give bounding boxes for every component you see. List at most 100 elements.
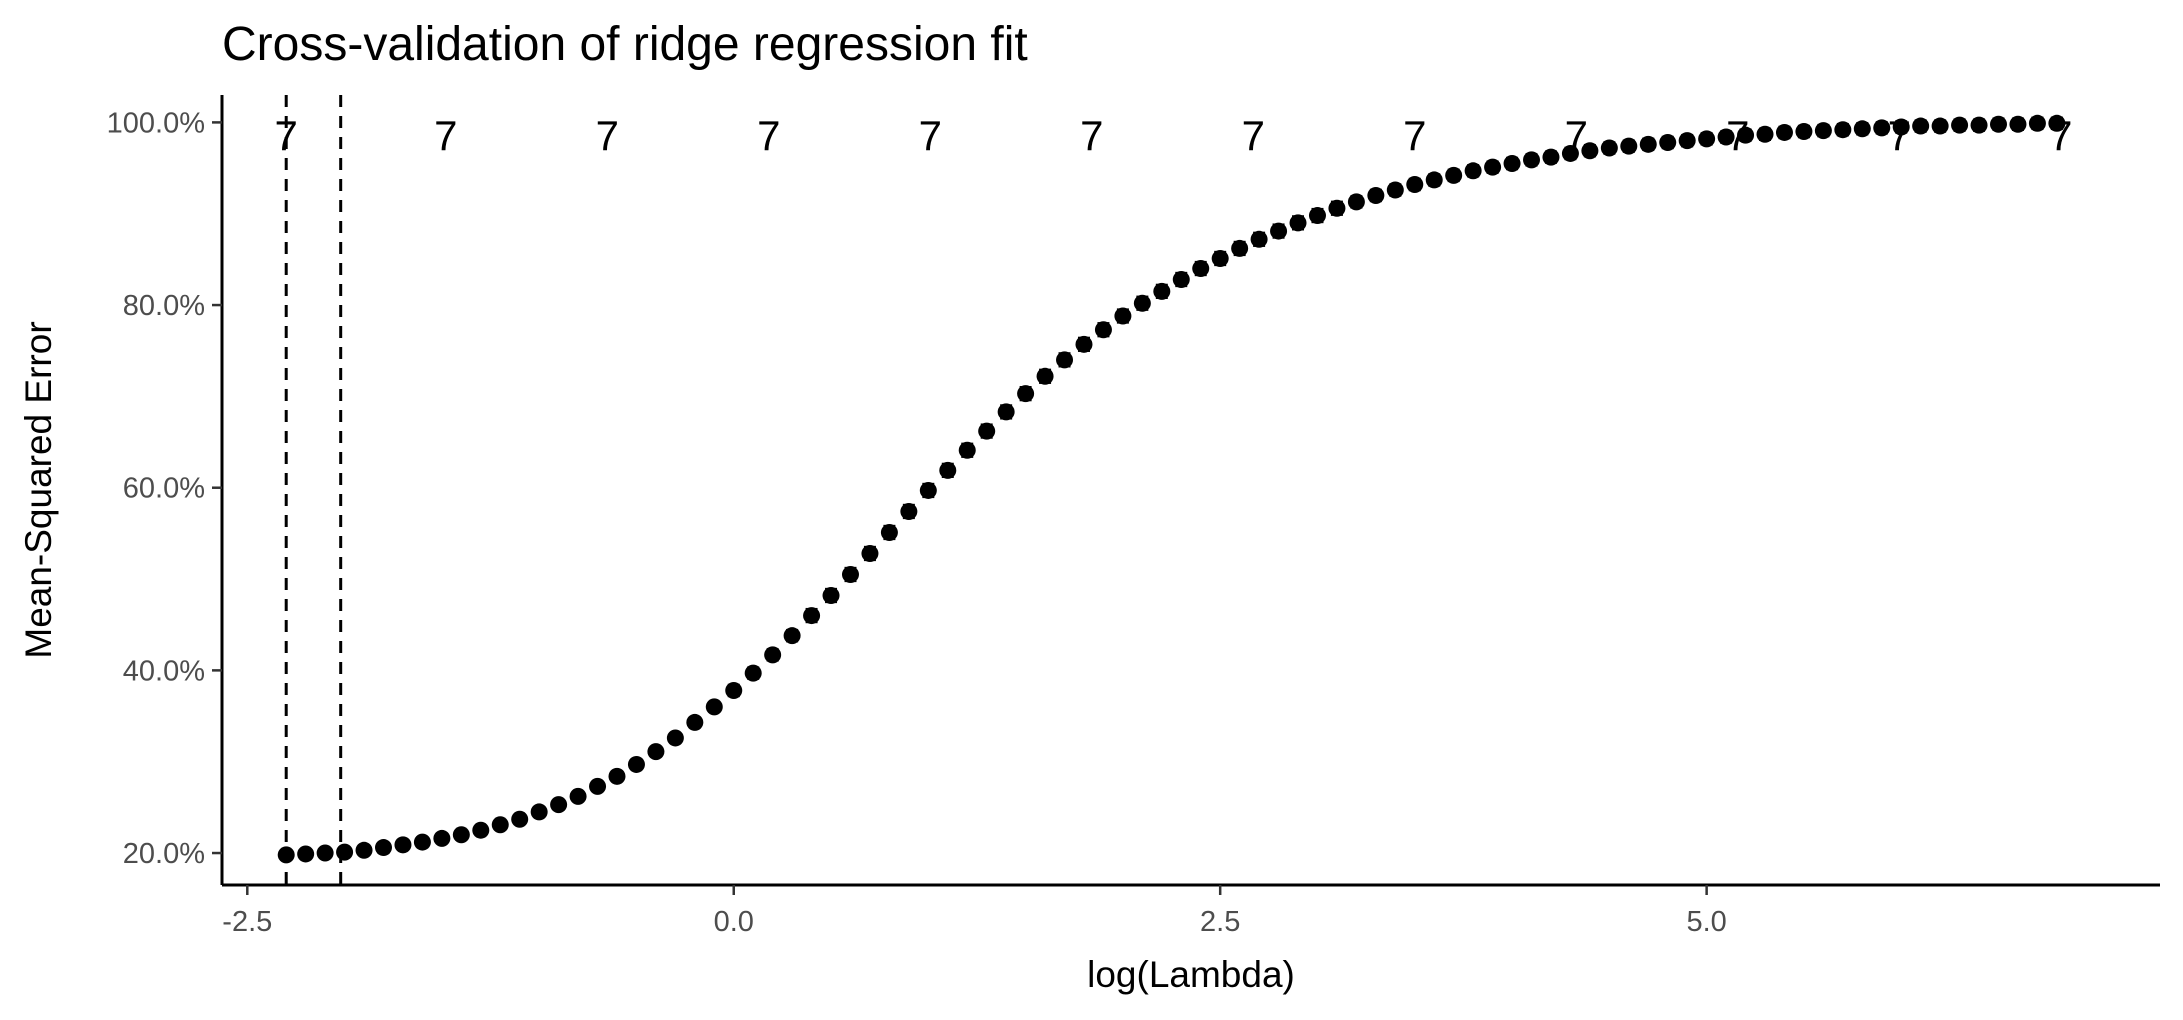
data-point xyxy=(1231,239,1249,257)
x-tick-label: 5.0 xyxy=(1686,906,1726,938)
x-tick-label: 2.5 xyxy=(1200,906,1240,938)
data-point xyxy=(1075,335,1093,353)
top-count-label: 7 xyxy=(1080,112,1103,159)
data-point xyxy=(958,441,976,459)
top-count-label: 7 xyxy=(1565,112,1588,159)
data-point xyxy=(666,729,684,747)
data-point xyxy=(939,461,957,479)
data-point xyxy=(1970,116,1988,134)
top-count-label: 7 xyxy=(919,112,942,159)
x-axis-title: log(Lambda) xyxy=(1087,954,1295,995)
data-point xyxy=(1056,351,1074,369)
data-point xyxy=(1581,142,1599,160)
data-points xyxy=(277,114,2066,864)
reference-lines xyxy=(284,95,343,885)
y-tick-label: 60.0% xyxy=(123,473,205,505)
data-point xyxy=(919,481,937,499)
data-point xyxy=(1873,119,1891,137)
top-count-label: 7 xyxy=(1403,112,1426,159)
data-point xyxy=(1445,166,1463,184)
top-count-label: 7 xyxy=(275,112,298,159)
data-point xyxy=(841,565,859,583)
data-point xyxy=(1853,120,1871,138)
data-point xyxy=(277,846,295,864)
x-tick-label: -2.5 xyxy=(222,906,272,938)
data-point xyxy=(686,713,704,731)
x-tick-label: 0.0 xyxy=(714,906,754,938)
data-point xyxy=(589,777,607,795)
chart-title: Cross-validation of ridge regression fit xyxy=(222,18,1028,71)
data-point xyxy=(822,586,840,604)
data-point xyxy=(744,664,762,682)
x-axis-ticks: -2.5 0.0 2.5 5.0 xyxy=(222,885,1727,938)
data-point xyxy=(375,839,392,857)
data-point xyxy=(433,829,451,847)
data-point xyxy=(316,844,334,862)
data-point xyxy=(861,544,879,562)
data-point xyxy=(297,845,315,863)
data-point xyxy=(511,810,529,828)
data-point xyxy=(705,698,723,716)
data-point xyxy=(1308,207,1326,225)
data-point xyxy=(2028,114,2046,132)
y-tick-label: 80.0% xyxy=(123,290,205,322)
data-point xyxy=(2048,114,2066,132)
data-point xyxy=(550,796,568,814)
y-tick-label: 20.0% xyxy=(123,838,205,870)
top-count-label: 7 xyxy=(1726,112,1749,159)
data-point xyxy=(1367,186,1385,204)
top-count-label: 7 xyxy=(757,112,780,159)
data-point xyxy=(1795,123,1813,141)
data-point xyxy=(1503,154,1521,172)
data-point xyxy=(900,502,918,520)
data-point xyxy=(880,523,898,541)
data-point xyxy=(491,816,509,834)
data-point xyxy=(336,843,354,861)
y-tick-label: 40.0% xyxy=(123,655,205,687)
top-count-label: 7 xyxy=(1242,112,1265,159)
data-point xyxy=(1172,270,1190,288)
data-point xyxy=(1425,171,1443,189)
data-point xyxy=(1931,117,1949,135)
data-point xyxy=(1698,130,1716,148)
data-point xyxy=(783,627,801,645)
data-point xyxy=(647,743,665,761)
top-count-label: 7 xyxy=(434,112,457,159)
data-point xyxy=(1250,230,1268,248)
data-point xyxy=(608,767,626,785)
y-axis-ticks: 20.0% 40.0% 60.0% 80.0% 100.0% xyxy=(107,107,222,870)
data-point xyxy=(1464,162,1482,180)
data-point xyxy=(1737,126,1755,144)
data-point xyxy=(413,833,431,851)
data-point xyxy=(1484,158,1502,176)
data-point xyxy=(1211,249,1229,267)
data-point xyxy=(997,403,1015,421)
data-point xyxy=(1328,199,1346,217)
error-bars xyxy=(280,116,2063,860)
data-point xyxy=(1036,367,1054,385)
data-point xyxy=(1017,385,1035,403)
top-count-label: 7 xyxy=(1888,112,1911,159)
data-point xyxy=(1951,116,1969,134)
data-point xyxy=(1270,222,1288,240)
data-point xyxy=(1990,115,2007,133)
data-point xyxy=(1289,214,1307,232)
data-point xyxy=(1834,121,1852,139)
data-point xyxy=(452,826,470,844)
data-point xyxy=(1814,122,1832,140)
data-point xyxy=(1912,117,1930,135)
data-point xyxy=(1639,135,1657,153)
data-point xyxy=(1717,128,1735,146)
data-point xyxy=(725,681,743,699)
data-point xyxy=(1542,148,1560,166)
data-point xyxy=(1600,139,1618,157)
data-point xyxy=(1133,294,1151,312)
data-point xyxy=(1406,176,1424,194)
y-tick-label: 100.0% xyxy=(107,107,205,139)
data-point xyxy=(355,841,373,859)
data-point xyxy=(2009,115,2027,133)
data-point xyxy=(1892,118,1910,136)
data-point xyxy=(1561,144,1579,162)
data-point xyxy=(1775,123,1793,141)
